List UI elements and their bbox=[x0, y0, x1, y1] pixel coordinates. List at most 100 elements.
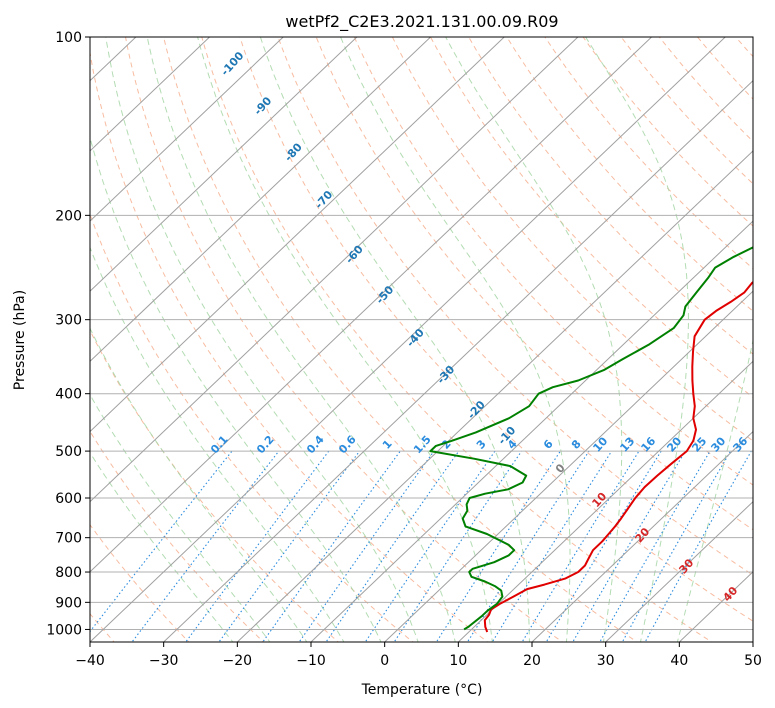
mixing-ratio-label: 0.2 bbox=[254, 433, 277, 456]
mixing-ratio-label: 6 bbox=[541, 437, 556, 452]
x-tick-label: 20 bbox=[523, 653, 541, 669]
mixing-ratio-label: 13 bbox=[617, 435, 637, 455]
mixing-ratio-label: 3 bbox=[474, 437, 489, 451]
skewed-isotherm bbox=[90, 37, 579, 503]
dry-adiabat-line bbox=[90, 430, 265, 642]
mixing-ratio-line bbox=[572, 450, 686, 642]
moist-adiabat-line bbox=[676, 37, 753, 642]
isopleth-labels: -100-90-80-70-60-50-40-30-20-100.1 0.2 0.4… bbox=[208, 49, 751, 604]
skewed-isotherm bbox=[90, 37, 432, 363]
mixing-ratio-label: 0.4 bbox=[304, 433, 327, 456]
y-tick-label: 900 bbox=[55, 595, 82, 611]
plot-area: -100-90-80-70-60-50-40-30-20-100.1 0.2 0.4… bbox=[90, 24, 775, 645]
temperature-profile-line bbox=[483, 280, 753, 633]
chart-title: wetPf2_C2E3.2021.131.00.09.R09 bbox=[285, 12, 558, 32]
dry-adiabat-line bbox=[315, 37, 753, 531]
dry-adiabat-line bbox=[391, 37, 753, 442]
dry-adiabat-line bbox=[544, 37, 753, 270]
dry-adiabat-line bbox=[658, 37, 753, 143]
dry-adiabat-line bbox=[124, 37, 564, 642]
x-tick-label: 0 bbox=[380, 653, 389, 669]
x-tick-label: −10 bbox=[296, 653, 326, 669]
y-axis-ticks: 1000 900 800 700 600 500 400 300 200 100 bbox=[46, 30, 90, 638]
mixing-ratio-label: 1.5 bbox=[411, 433, 434, 456]
y-tick-label: 500 bbox=[55, 444, 82, 460]
profile-series bbox=[429, 246, 753, 633]
isotherm-label: 30 bbox=[676, 556, 696, 576]
moist-adiabat-label: -100 bbox=[218, 49, 246, 78]
skewed-isotherm bbox=[310, 220, 753, 642]
mixing-ratio-label: 0.6 bbox=[336, 433, 359, 456]
dry-adiabat-line bbox=[468, 37, 753, 355]
moist-adiabat-line bbox=[90, 246, 345, 642]
x-axis-ticks: −40 −30 −20 −10 0 10 20 30 40 50 bbox=[75, 642, 762, 669]
dry-adiabat-line bbox=[239, 37, 753, 622]
mixing-ratio-label: 8 bbox=[569, 437, 584, 451]
mixing-ratio-line bbox=[262, 450, 401, 642]
plot-frame bbox=[89, 36, 754, 643]
y-axis-label: Pressure (hPa) bbox=[12, 290, 28, 390]
mixing-ratio-line bbox=[90, 450, 233, 633]
mixing-ratio-line bbox=[325, 450, 460, 642]
dry-adiabat-line bbox=[277, 37, 753, 576]
skewed-isotherms bbox=[90, 37, 753, 642]
mixing-ratio-line bbox=[393, 450, 523, 642]
mixing-ratio-line bbox=[185, 450, 330, 642]
skewed-isotherm bbox=[90, 37, 211, 152]
mixing-ratio-line bbox=[435, 450, 561, 642]
mixing-ratio-lines bbox=[90, 450, 752, 642]
skewed-isotherm bbox=[90, 37, 505, 433]
dry-adiabat-line bbox=[429, 37, 753, 398]
mixing-ratio-label: 25 bbox=[689, 435, 709, 455]
mixing-ratio-line bbox=[521, 450, 640, 642]
y-tick-label: 1000 bbox=[46, 622, 82, 638]
isotherm-label: 20 bbox=[632, 525, 652, 545]
y-tick-label: 100 bbox=[55, 30, 82, 46]
skewed-isotherm bbox=[531, 430, 753, 642]
moist-adiabat-label: -80 bbox=[282, 140, 305, 164]
moist-adiabat-label: -70 bbox=[312, 188, 335, 212]
mixing-ratio-line bbox=[298, 450, 435, 642]
mixing-ratio-line bbox=[545, 450, 662, 642]
pressure-gridlines bbox=[90, 37, 753, 630]
skewed-isotherm bbox=[90, 37, 284, 222]
x-tick-label: 10 bbox=[449, 653, 467, 669]
y-tick-label: 600 bbox=[55, 491, 82, 507]
moist-adiabat-label: -60 bbox=[343, 243, 366, 267]
dry-adiabat-line bbox=[762, 24, 775, 645]
moist-adiabat-label: -90 bbox=[251, 94, 274, 118]
dry-adiabat-line bbox=[506, 37, 753, 312]
y-tick-label: 400 bbox=[55, 387, 82, 403]
moist-adiabat-label: -20 bbox=[465, 398, 488, 422]
dewpoint-profile-line bbox=[429, 246, 753, 631]
dry-adiabat-line bbox=[696, 37, 753, 100]
x-tick-label: 40 bbox=[670, 653, 688, 669]
dry-adiabat-line bbox=[90, 523, 190, 642]
isotherm-label-zero: 0 bbox=[553, 461, 568, 476]
y-tick-label: 700 bbox=[55, 531, 82, 547]
x-tick-label: 50 bbox=[744, 653, 762, 669]
y-tick-label: 300 bbox=[55, 313, 82, 329]
mixing-ratio-line bbox=[218, 450, 361, 642]
moist-adiabat-line bbox=[259, 37, 530, 642]
mixing-ratio-line bbox=[621, 450, 732, 642]
moist-adiabat-line bbox=[340, 37, 571, 642]
mixing-ratio-line bbox=[644, 450, 752, 642]
skewed-isotherm bbox=[90, 37, 653, 573]
x-tick-label: 30 bbox=[597, 653, 615, 669]
moist-adiabat-line bbox=[585, 37, 689, 642]
skewed-isotherm bbox=[752, 641, 753, 642]
skewed-isotherm bbox=[236, 150, 753, 642]
mixing-ratio-label: 1 bbox=[380, 437, 395, 451]
y-tick-label: 800 bbox=[55, 565, 82, 581]
mixing-ratio-line bbox=[466, 450, 590, 642]
dry-adiabat-line bbox=[201, 37, 713, 642]
moist-adiabat-line bbox=[445, 37, 623, 642]
moist-adiabat-line bbox=[90, 393, 271, 642]
isotherm-label: 10 bbox=[589, 490, 609, 510]
dry-adiabat-line bbox=[90, 212, 414, 642]
x-axis-label: Temperature (°C) bbox=[361, 682, 483, 698]
skewed-isotherm bbox=[90, 37, 726, 642]
dry-adiabat-line bbox=[620, 37, 753, 185]
moist-adiabat-label: -40 bbox=[404, 326, 427, 350]
